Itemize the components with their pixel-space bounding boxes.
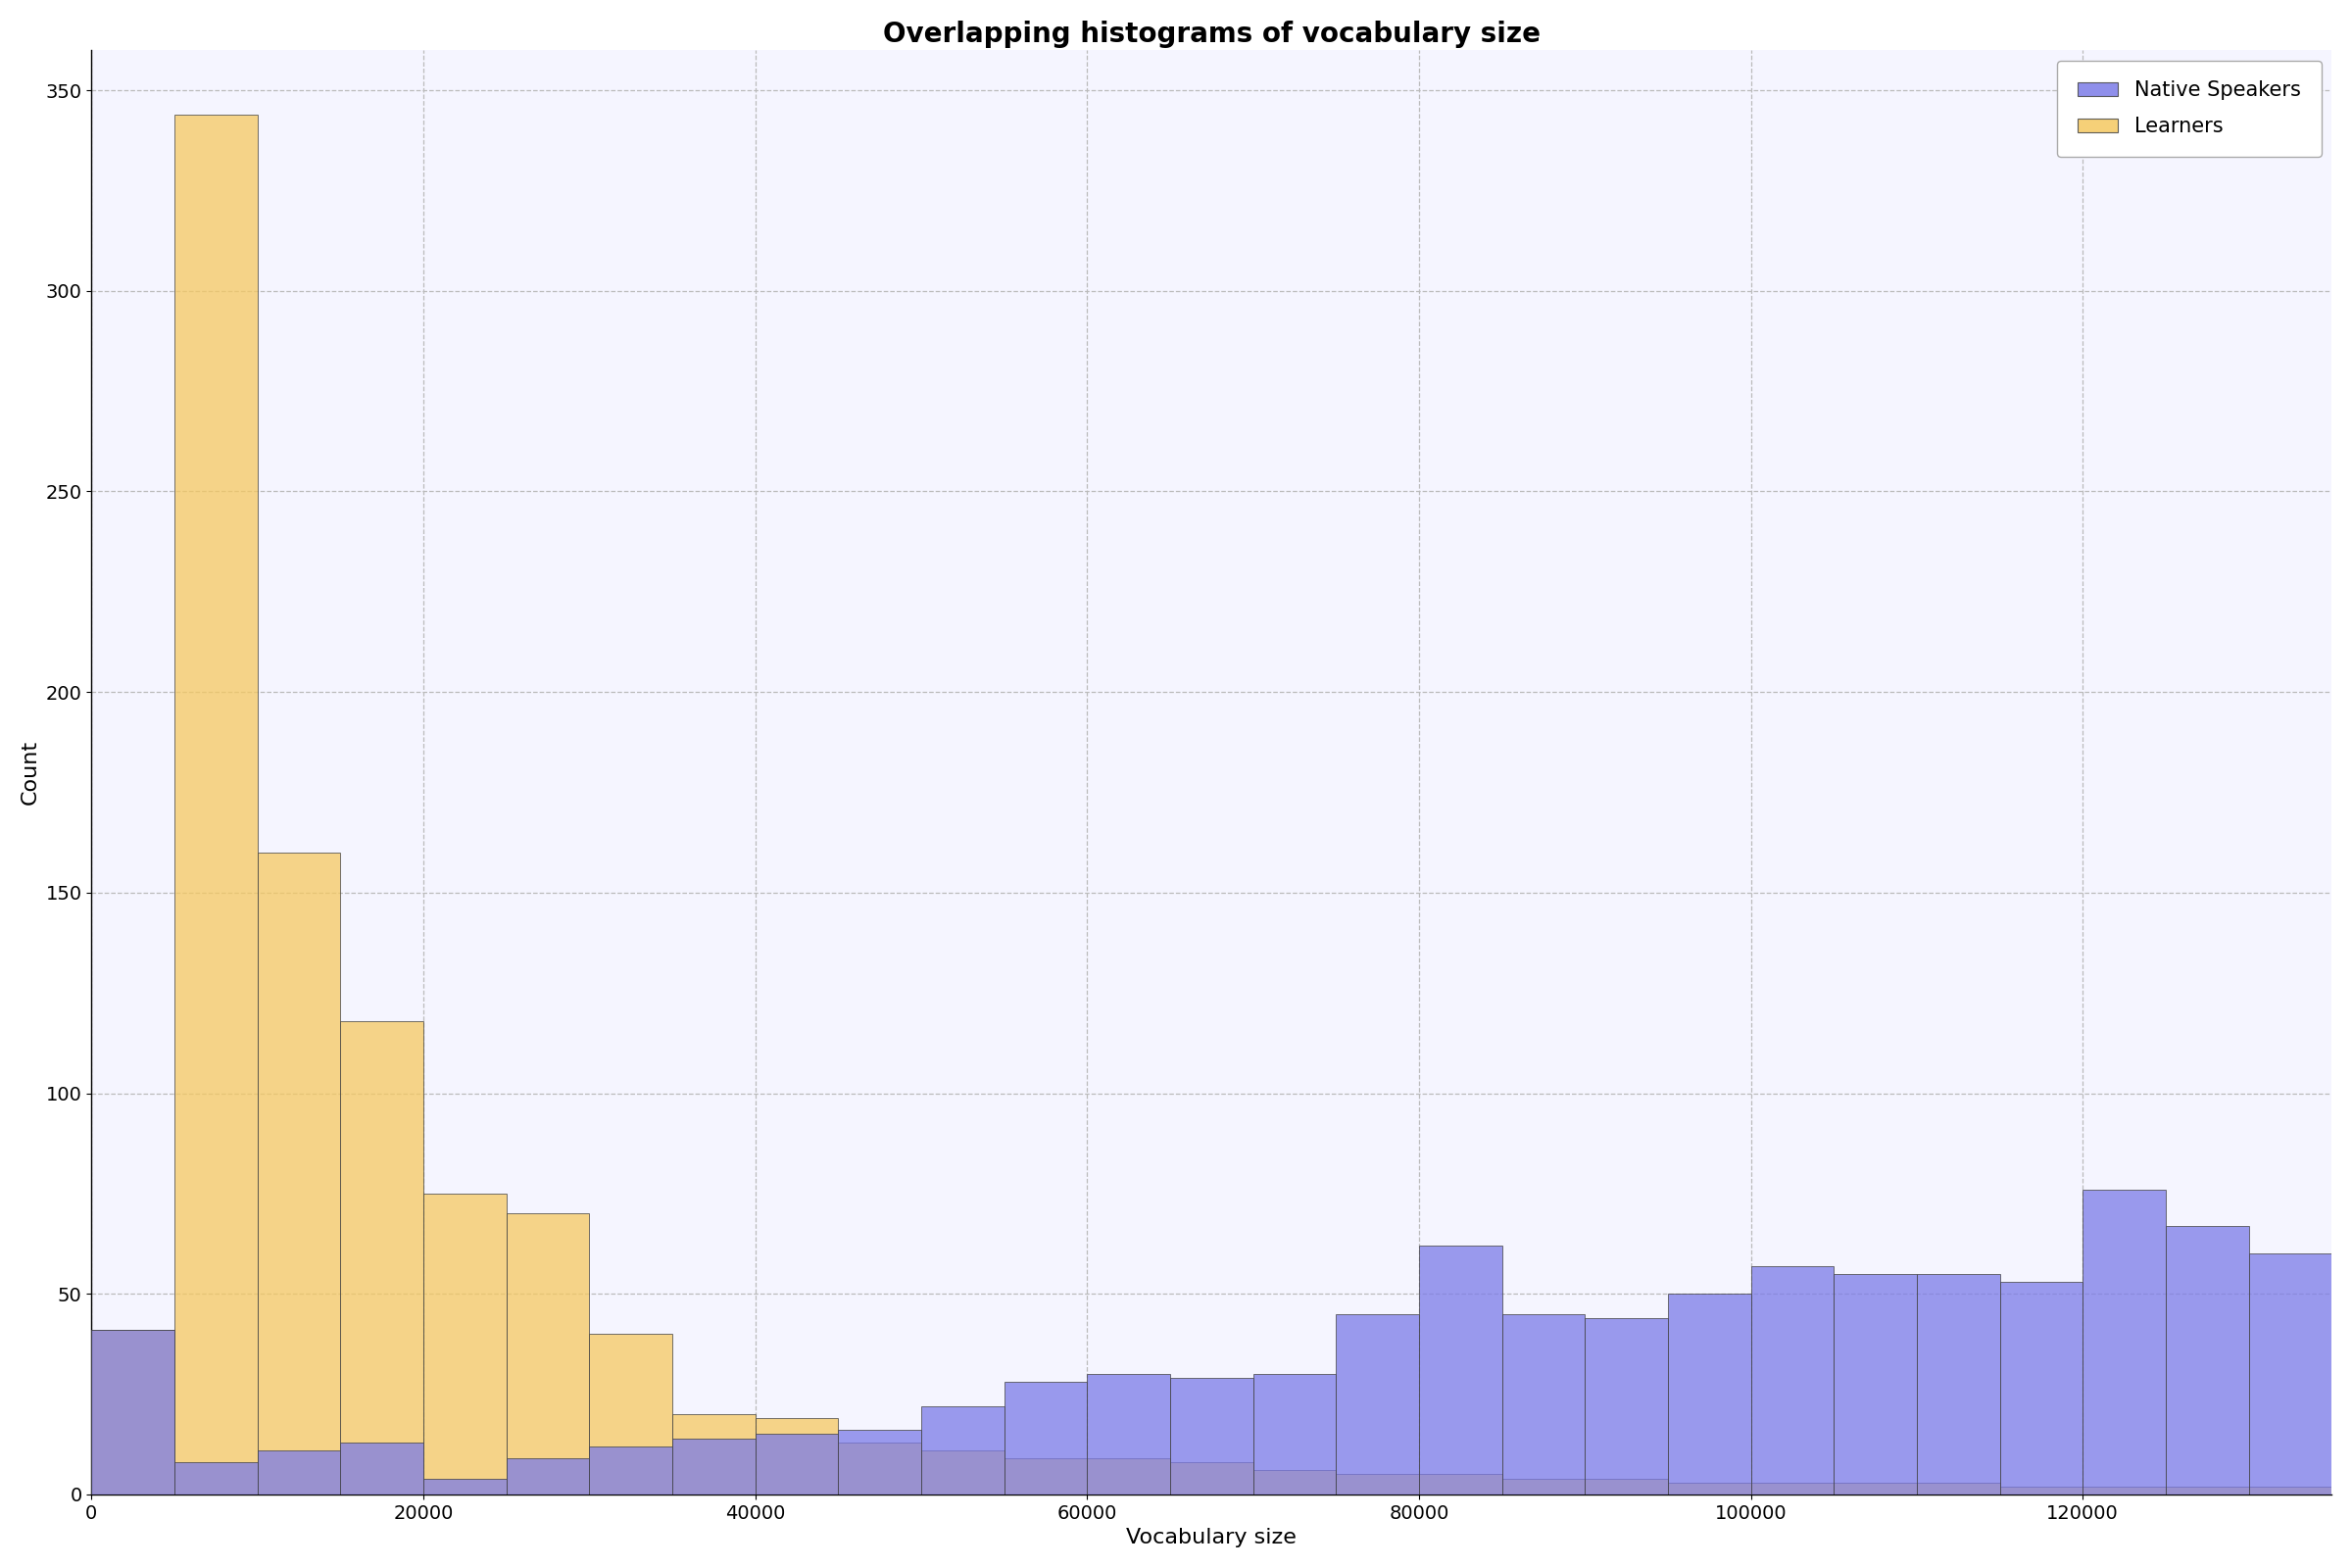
Bar bbox=[2249, 1486, 2331, 1494]
Bar bbox=[2166, 1486, 2249, 1494]
Bar bbox=[1999, 1486, 2082, 1494]
Bar bbox=[755, 1417, 837, 1494]
Bar bbox=[590, 1446, 673, 1494]
Bar bbox=[673, 1438, 755, 1494]
Bar bbox=[1835, 1273, 1917, 1494]
Bar bbox=[1087, 1374, 1169, 1494]
Bar bbox=[341, 1443, 423, 1494]
Bar bbox=[1750, 1265, 1835, 1494]
Bar bbox=[1503, 1479, 1585, 1494]
Bar bbox=[837, 1430, 922, 1494]
Bar bbox=[1585, 1317, 1668, 1494]
Bar bbox=[1336, 1474, 1418, 1494]
Bar bbox=[1004, 1381, 1087, 1494]
Bar bbox=[1004, 1458, 1087, 1494]
Bar bbox=[92, 1330, 174, 1494]
Bar bbox=[673, 1414, 755, 1494]
Title: Overlapping histograms of vocabulary size: Overlapping histograms of vocabulary siz… bbox=[882, 20, 1541, 49]
Bar bbox=[1917, 1273, 1999, 1494]
Bar bbox=[174, 1463, 256, 1494]
Bar bbox=[1835, 1482, 1917, 1494]
Bar bbox=[256, 1450, 341, 1494]
Bar bbox=[2249, 1254, 2331, 1494]
Bar bbox=[423, 1193, 506, 1494]
Bar bbox=[1585, 1479, 1668, 1494]
Bar bbox=[1999, 1281, 2082, 1494]
Bar bbox=[1668, 1294, 1750, 1494]
Bar bbox=[506, 1458, 590, 1494]
Bar bbox=[922, 1406, 1004, 1494]
Bar bbox=[341, 1021, 423, 1494]
X-axis label: Vocabulary size: Vocabulary size bbox=[1127, 1527, 1296, 1548]
Bar bbox=[1169, 1378, 1254, 1494]
Bar bbox=[1169, 1463, 1254, 1494]
Bar bbox=[922, 1450, 1004, 1494]
Bar bbox=[1254, 1471, 1336, 1494]
Bar bbox=[1418, 1245, 1503, 1494]
Bar bbox=[1503, 1314, 1585, 1494]
Bar bbox=[506, 1214, 590, 1494]
Bar bbox=[1418, 1474, 1503, 1494]
Bar bbox=[837, 1443, 922, 1494]
Bar bbox=[256, 853, 341, 1494]
Bar bbox=[1668, 1482, 1750, 1494]
Bar bbox=[1917, 1482, 1999, 1494]
Bar bbox=[92, 1330, 174, 1494]
Bar bbox=[2082, 1190, 2166, 1494]
Y-axis label: Count: Count bbox=[21, 740, 40, 804]
Bar bbox=[174, 114, 256, 1494]
Bar bbox=[2166, 1226, 2249, 1494]
Bar bbox=[1336, 1314, 1418, 1494]
Bar bbox=[423, 1479, 506, 1494]
Bar bbox=[1087, 1458, 1169, 1494]
Legend: Native Speakers, Learners: Native Speakers, Learners bbox=[2058, 60, 2321, 157]
Bar bbox=[755, 1435, 837, 1494]
Bar bbox=[1254, 1374, 1336, 1494]
Bar bbox=[2082, 1486, 2166, 1494]
Bar bbox=[1750, 1482, 1835, 1494]
Bar bbox=[590, 1334, 673, 1494]
